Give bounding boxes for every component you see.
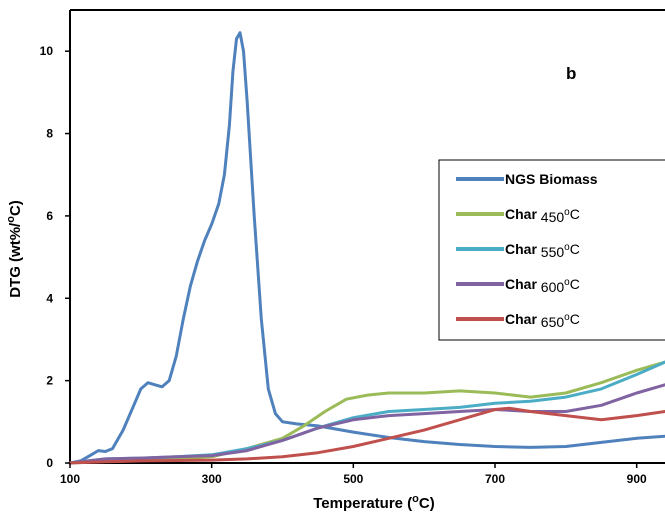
- axis-ticks: 0 2 4 6 8 10 100 300 500 700 900: [40, 44, 647, 486]
- series-line-4: [68, 383, 665, 465]
- series-line-1: [68, 31, 665, 465]
- y-tick-label: 10: [40, 44, 54, 58]
- legend-label-3: Char 550oC: [505, 241, 580, 260]
- y-tick-label: 0: [46, 456, 53, 470]
- x-tick-label: 500: [343, 472, 363, 486]
- x-axis-title-after: C): [419, 495, 435, 512]
- x-tick-label: 300: [202, 472, 222, 486]
- series-line-5: [68, 406, 665, 465]
- y-tick-label: 4: [46, 291, 53, 305]
- legend-label-1: NGS Biomass: [505, 171, 598, 187]
- y-axis-title-before: DTG (wt%/: [7, 222, 24, 298]
- series-lines: [68, 31, 665, 465]
- legend-label-5: Char 650oC: [505, 311, 580, 330]
- y-axis-title-degree: o: [5, 216, 17, 223]
- x-tick-label: 700: [485, 472, 505, 486]
- legend-label-4: Char 600oC: [505, 276, 580, 295]
- y-axis-title-after: C): [7, 200, 24, 216]
- legend-label-2: Char 450oC: [505, 206, 580, 225]
- x-tick-label: 100: [60, 472, 80, 486]
- legend: NGS Biomass Char 450oC Char 550oC Char 600o…: [438, 159, 665, 341]
- series-line-2: [68, 360, 665, 465]
- y-tick-label: 2: [46, 374, 53, 388]
- x-axis-title: Temperature (oC): [313, 493, 434, 512]
- plot-frame: [69, 9, 665, 464]
- y-tick-label: 8: [46, 127, 53, 141]
- y-tick-label: 6: [46, 209, 53, 223]
- panel-label: b: [566, 64, 576, 83]
- series-line-3: [68, 360, 665, 465]
- x-axis-title-before: Temperature (: [313, 495, 412, 512]
- x-axis-title-degree: o: [412, 493, 419, 505]
- y-axis-title: DTG (wt%/oC): [5, 200, 24, 298]
- x-tick-label: 900: [627, 472, 647, 486]
